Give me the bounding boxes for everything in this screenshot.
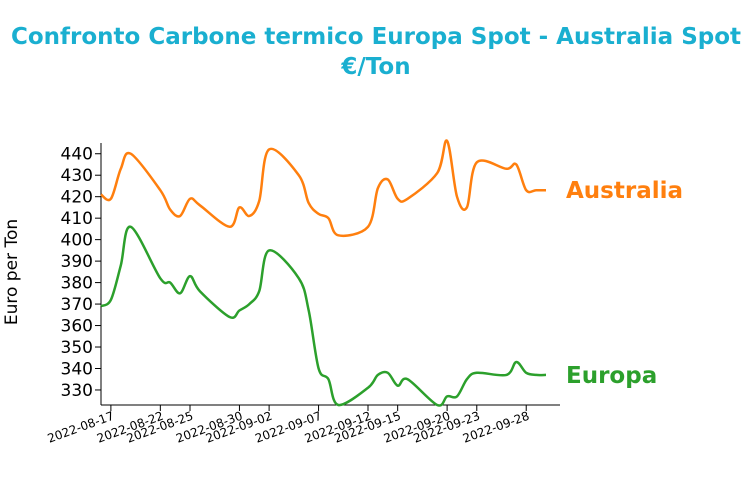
series-lines	[100, 139, 547, 407]
series-label-australia: Australia	[566, 178, 683, 204]
y-tick-label: 350	[61, 338, 93, 358]
y-tick: 350	[61, 338, 101, 358]
y-tick: 420	[61, 188, 101, 208]
x-axis: 2022-08-172022-08-222022-08-252022-08-30…	[46, 404, 560, 446]
chart-title: Confronto Carbone termico Europa Spot - …	[0, 22, 752, 82]
y-tick: 390	[61, 252, 101, 272]
y-tick-label: 380	[61, 274, 93, 294]
y-tick-label: 330	[61, 381, 93, 401]
y-tick-label: 400	[61, 231, 93, 251]
y-tick: 370	[61, 295, 101, 315]
y-tick: 430	[61, 166, 101, 186]
series-label-europa: Europa	[566, 363, 657, 389]
y-tick: 400	[61, 231, 101, 251]
y-axis-label: Euro per Ton	[2, 219, 22, 325]
y-tick-label: 440	[61, 145, 93, 165]
series-labels: Australia Europa	[566, 178, 683, 389]
y-tick: 330	[61, 381, 101, 401]
y-tick-label: 410	[61, 209, 93, 229]
y-tick-label: 390	[61, 252, 93, 272]
chart-title-line1: Confronto Carbone termico Europa Spot - …	[10, 24, 742, 50]
y-tick: 380	[61, 274, 101, 294]
chart-title-line2: €/Ton	[341, 54, 411, 80]
series-line-europa	[100, 225, 547, 407]
y-tick: 440	[61, 145, 101, 165]
y-tick-label: 340	[61, 359, 93, 379]
series-line-australia	[100, 139, 546, 237]
y-tick-label: 430	[61, 166, 93, 186]
y-tick: 340	[61, 359, 101, 379]
y-tick-label: 420	[61, 188, 93, 208]
y-tick-label: 370	[61, 295, 93, 315]
y-tick: 410	[61, 209, 101, 229]
y-tick: 360	[61, 317, 101, 337]
y-tick-label: 360	[61, 317, 93, 337]
